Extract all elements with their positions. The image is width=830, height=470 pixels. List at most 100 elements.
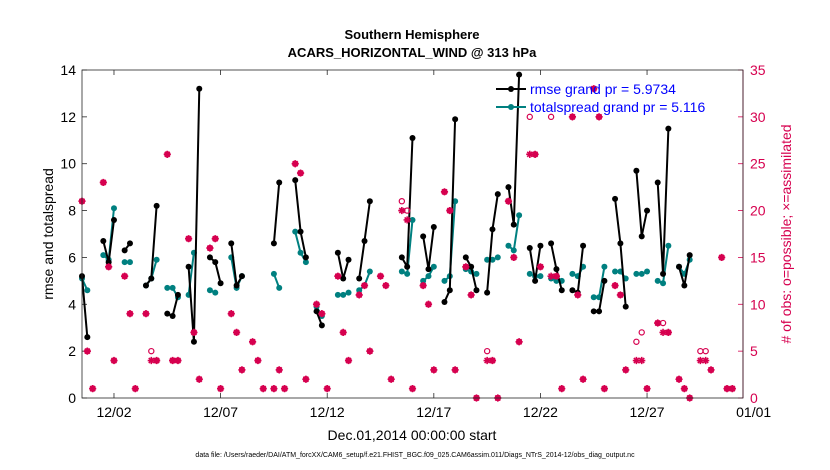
rmse-segment [272,182,281,244]
legend-spread-marker [508,104,514,110]
rmse-point [190,338,197,345]
rmse-point [174,291,181,298]
rmse-point [494,191,501,198]
y-tick-label-right: 25 [750,156,766,172]
rmse-point [644,207,651,214]
rmse-point [185,263,192,270]
x-tick-label: 12/27 [630,404,665,420]
obs-assimilated-marker [259,385,267,393]
x-tick-label: 12/02 [96,404,131,420]
x-tick-label: 12/12 [310,404,345,420]
y-tick-label-left: 6 [68,249,76,265]
y-tick-label-left: 10 [60,156,76,172]
obs-assimilated-marker [451,366,459,374]
rmse-point [409,134,416,141]
rmse-point [462,254,469,261]
spread-point [153,256,160,263]
obs-assimilated-marker [531,150,539,158]
obs-assimilated-marker [302,375,310,383]
obs-assimilated-marker [344,356,353,365]
obs-assimilated-marker [147,356,155,365]
obs-assimilated-marker [126,310,134,318]
x-tick-label: 12/22 [523,404,558,420]
obs-assimilated-marker [446,206,454,215]
x-axis-label: Dec.01,2014 00:00:00 start [328,427,497,443]
obs-assimilated-marker [195,375,203,383]
obs-assimilated-marker [574,291,582,299]
spread-point [510,247,517,254]
spread-point [660,280,667,287]
rmse-segment [81,276,89,338]
spread-point [164,284,171,291]
rmse-point [569,287,576,294]
obs-assimilated-marker [515,338,523,346]
y-tick-label-right: 15 [750,249,766,265]
obs-assimilated-marker [702,356,710,365]
spread-point [526,270,533,277]
spread-point [654,277,661,284]
obs-assimilated-marker [280,385,289,393]
obs-assimilated-marker [664,328,672,336]
obs-possible-marker [526,113,533,121]
y-tick-label-right: 35 [750,62,766,78]
obs-assimilated-marker [552,272,561,280]
x-tick-label: 12/17 [416,404,451,420]
obs-assimilated-marker [659,328,667,336]
plot-area [82,70,743,398]
obs-assimilated-marker [296,169,305,177]
obs-assimilated-marker [718,253,726,262]
spread-point [356,287,363,294]
y-tick-label-left: 0 [68,390,76,406]
obs-possible-marker [148,347,155,355]
obs-assimilated-marker [568,113,577,121]
rmse-point [334,249,341,256]
rmse-point [526,245,533,252]
obs-assimilated-marker [110,356,118,365]
spread-point [452,198,459,205]
rmse-point [430,223,437,230]
obs-assimilated-marker [643,385,651,393]
spread-point [404,270,411,277]
x-tick-label: 12/07 [203,404,238,420]
plot-frame [81,69,744,399]
y-tick-label-left: 2 [68,343,76,359]
spread-point [340,291,347,298]
spread-point [126,259,133,266]
obs-assimilated-marker [339,328,347,336]
rmse-point [404,263,411,270]
spread-point [484,256,491,263]
rmse-point [356,275,363,282]
rmse-point [590,308,597,315]
obs-assimilated-marker [558,385,566,393]
rmse-point [196,85,203,92]
obs-assimilated-marker [387,375,395,383]
obs-possible-marker [483,347,491,355]
spread-point [441,277,448,284]
spread-point [473,270,480,277]
obs-assimilated-marker [504,197,513,205]
rmse-point [212,259,219,266]
rmse-point [110,216,117,223]
rmse-point [164,310,171,317]
y-tick-label-right: 30 [750,109,766,125]
x-tick-label: 01/01 [736,404,771,420]
obs-assimilated-marker [238,366,246,374]
rmse-point [84,334,91,341]
obs-possible-marker [547,113,555,121]
obs-assimilated-marker [131,385,139,393]
obs-assimilated-marker [174,356,182,365]
rmse-point [660,270,667,277]
obs-assimilated-marker [312,300,321,308]
rmse-point [446,287,453,294]
rmse-point [553,266,560,273]
rmse-point [686,252,693,259]
rmse-point [153,202,160,209]
obs-assimilated-marker [83,347,91,355]
obs-assimilated-marker [105,263,113,271]
rmse-point [238,273,245,280]
rmse-point [617,240,624,247]
rmse-point [228,240,235,247]
spread-point [494,254,501,261]
rmse-point [233,282,240,289]
rmse-point [505,184,512,191]
